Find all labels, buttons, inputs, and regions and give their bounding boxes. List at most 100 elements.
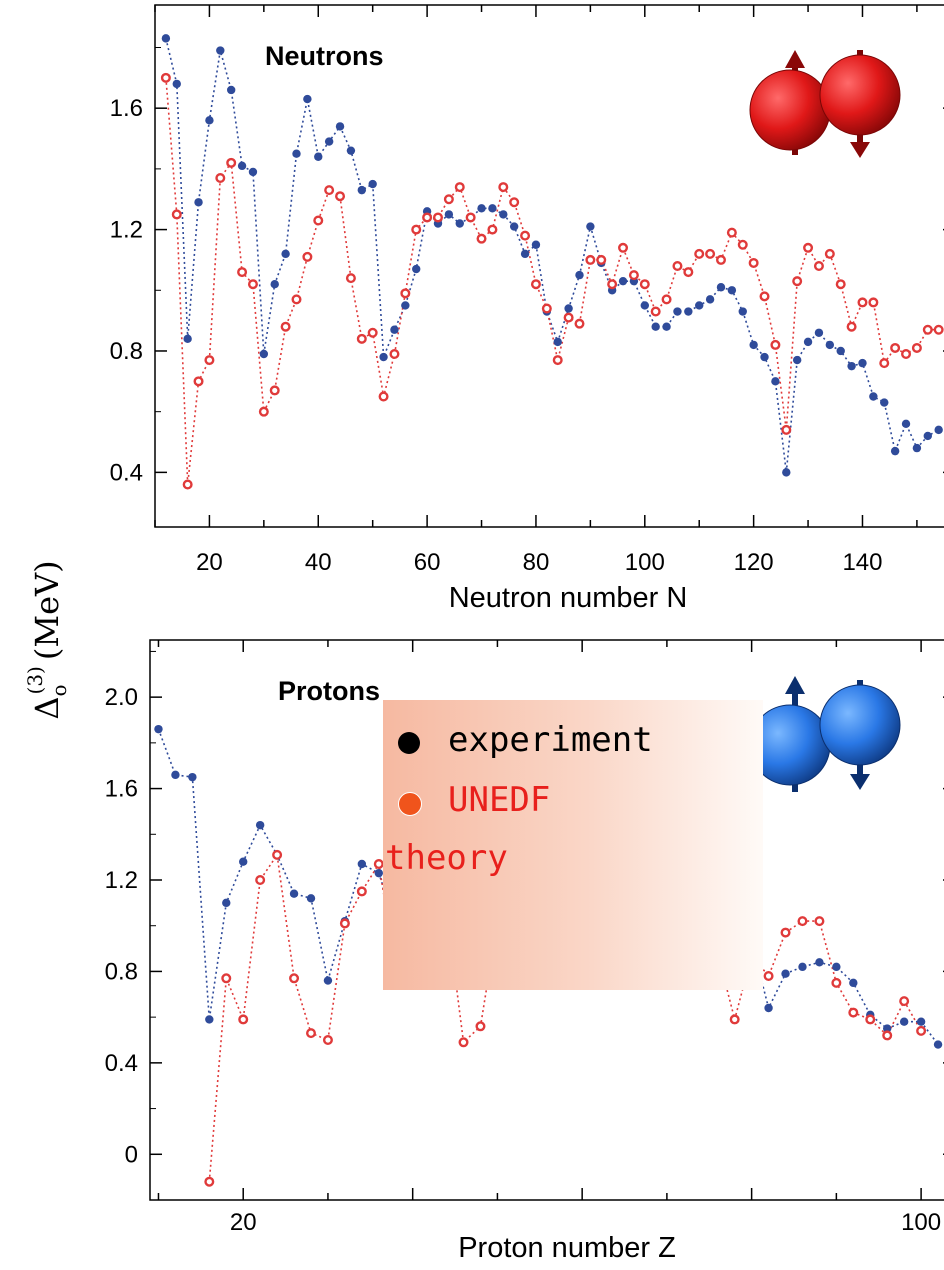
theory-point [890, 342, 901, 353]
theory-point [411, 224, 422, 235]
experiment-point [161, 34, 171, 43]
theory-point [280, 321, 291, 332]
theory-point [255, 875, 266, 886]
theory-point [683, 267, 694, 278]
theory-point [339, 918, 350, 929]
neutrons-x-axis-title: Neutron number N [449, 582, 688, 614]
experiment-point [289, 889, 299, 898]
theory-point [367, 327, 378, 338]
theory-point [269, 385, 280, 396]
theory-point [780, 927, 791, 938]
y-axis-superscript: (3) [23, 666, 47, 694]
theory-point [628, 270, 639, 281]
proton-pair-icon [749, 676, 901, 792]
theory-point [770, 339, 781, 350]
svg-text:Δo(3)(MeV): Δo(3) (MeV) [23, 560, 71, 719]
theory-point [705, 248, 716, 259]
theory-point [781, 424, 792, 435]
experiment-point [849, 978, 858, 988]
experiment-point [738, 307, 747, 316]
neutrons-plot-frame [154, 4, 944, 528]
y-axis-subscript: o [47, 684, 71, 696]
theory-point [607, 279, 618, 290]
theory-point [171, 209, 182, 220]
experiment-point [183, 334, 192, 344]
theory-point [899, 996, 910, 1007]
experiment-point [586, 222, 595, 231]
theory-point [848, 1007, 859, 1018]
neutron-pair-icon [749, 50, 901, 158]
neutrons-x-tick-label: 40 [305, 549, 332, 576]
experiment-legend-marker [398, 732, 420, 754]
experiment-point [205, 1015, 214, 1024]
neutrons-y-tick-label: 1.6 [110, 95, 143, 122]
theory-point [487, 224, 498, 235]
experiment-point [890, 446, 900, 456]
theory-point [803, 242, 814, 253]
protons-y-tick-label: 2.0 [105, 684, 138, 711]
experiment-point [934, 425, 943, 435]
theory-legend-label-line2: theory [385, 838, 508, 878]
theory-point [715, 254, 726, 265]
protons-x-axis-title: Proton number Z [458, 1232, 676, 1264]
experiment-point [771, 377, 780, 386]
protons-x-tick-label: 100 [901, 1209, 941, 1236]
y-axis-delta: Δ [28, 697, 66, 720]
experiment-point [858, 358, 867, 368]
experiment-point [520, 249, 530, 259]
experiment-point [662, 322, 671, 331]
theory-point [552, 355, 563, 366]
theory-point [911, 342, 922, 353]
theory-point [831, 977, 842, 988]
theory-point [694, 248, 705, 259]
theory-point [541, 303, 552, 314]
protons-y-tick-label: 0.4 [105, 1050, 138, 1077]
theory-point [865, 1014, 876, 1025]
theory-point [763, 971, 774, 982]
theory-point [160, 72, 171, 83]
experiment-point [346, 146, 356, 155]
theory-point [596, 254, 607, 265]
experiment-point [255, 820, 265, 830]
experiment-point [259, 349, 269, 359]
theory-point [650, 306, 661, 317]
experiment-point [916, 1017, 926, 1026]
theory-point [509, 197, 520, 208]
neutrons-x-tick-label: 60 [414, 549, 441, 576]
theory-point [857, 297, 868, 308]
experiment-point [292, 149, 301, 158]
experiment-point [815, 958, 824, 967]
experiment-point [673, 307, 682, 316]
experiment-point [575, 270, 584, 280]
experiment-point [357, 859, 367, 869]
theory-point [226, 157, 237, 168]
theory-point [272, 849, 283, 860]
experiment-point [324, 137, 334, 146]
experiment-point [222, 898, 231, 908]
experiment-point [488, 204, 497, 213]
experiment-point [814, 328, 824, 337]
experiment-point [335, 122, 345, 131]
experiment-point [847, 361, 856, 371]
theory-point [661, 294, 672, 305]
experiment-point [455, 219, 464, 228]
protons-chart: 0 0.4 0.8 1.2 1.6 2.0 20 100 Protons Proton num… [105, 639, 944, 1264]
theory-point [563, 312, 574, 323]
experiment-point [781, 969, 790, 978]
theory-point [458, 1037, 469, 1048]
experiment-point [499, 210, 508, 219]
theory-point [400, 288, 411, 299]
theory-point [204, 1176, 215, 1187]
neutrons-x-tick-label: 140 [842, 549, 882, 576]
protons-title: Protons [278, 676, 380, 706]
theory-point [792, 276, 803, 287]
experiment-point [205, 116, 214, 125]
experiment-point [705, 295, 715, 304]
neutrons-data-points [160, 34, 944, 490]
theory-point [258, 406, 269, 417]
experiment-point [281, 249, 290, 259]
experiment-point [803, 337, 813, 347]
theory-point [498, 182, 509, 193]
experiment-point [374, 868, 383, 878]
experiment-point [239, 857, 248, 866]
